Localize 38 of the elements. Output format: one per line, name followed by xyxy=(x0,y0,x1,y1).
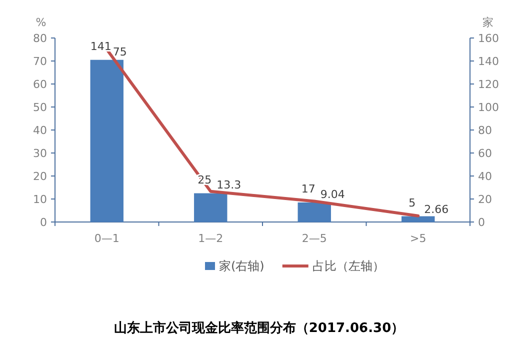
y-tick-label: 70 xyxy=(33,55,47,68)
data-label: 9.04 xyxy=(320,188,345,202)
y-tick-label: 50 xyxy=(33,101,47,114)
y-tick-label: 30 xyxy=(33,147,47,160)
y2-tick-label: 0 xyxy=(478,216,485,229)
bar xyxy=(298,202,331,222)
x-tick-label: 2—5 xyxy=(302,232,327,245)
y2-tick-label: 40 xyxy=(478,170,492,183)
y2-tick-label: 140 xyxy=(478,55,499,68)
y2-tick-label: 60 xyxy=(478,147,492,160)
y2-tick-label: 160 xyxy=(478,32,499,45)
data-label: 75 xyxy=(112,46,127,58)
legend-label: 占比（左轴） xyxy=(312,259,384,273)
data-label: 13.3 xyxy=(216,178,242,192)
y-tick-label: 0 xyxy=(40,216,47,229)
y-tick-label: 80 xyxy=(33,32,47,45)
data-label: 17 xyxy=(301,182,316,196)
y2-tick-label: 100 xyxy=(478,101,499,114)
data-label: 2.66 xyxy=(424,202,449,216)
text: 山东上市公司现金比率范围分布（2017.06.30） xyxy=(114,320,404,336)
y-tick-label: 40 xyxy=(33,124,47,137)
data-label: 5 xyxy=(408,196,416,210)
y2-tick-label: 120 xyxy=(478,78,499,91)
bar xyxy=(194,193,228,222)
y2-axis-title: 家 xyxy=(482,16,494,29)
y-tick-label: 10 xyxy=(33,193,47,206)
legend-label: 家(右轴) xyxy=(219,259,264,273)
x-tick-label: 0—1 xyxy=(94,232,120,245)
y2-tick-label: 80 xyxy=(478,124,492,137)
x-tick-label: 1—2 xyxy=(198,232,224,245)
bar xyxy=(402,216,435,222)
y2-tick-label: 20 xyxy=(478,193,492,206)
bar xyxy=(90,60,124,222)
y-tick-label: 20 xyxy=(33,170,47,183)
data-label: 141 xyxy=(90,40,112,53)
y-tick-label: 60 xyxy=(33,78,47,91)
y-axis-title: % xyxy=(36,16,46,29)
x-tick-label: >5 xyxy=(410,232,426,245)
